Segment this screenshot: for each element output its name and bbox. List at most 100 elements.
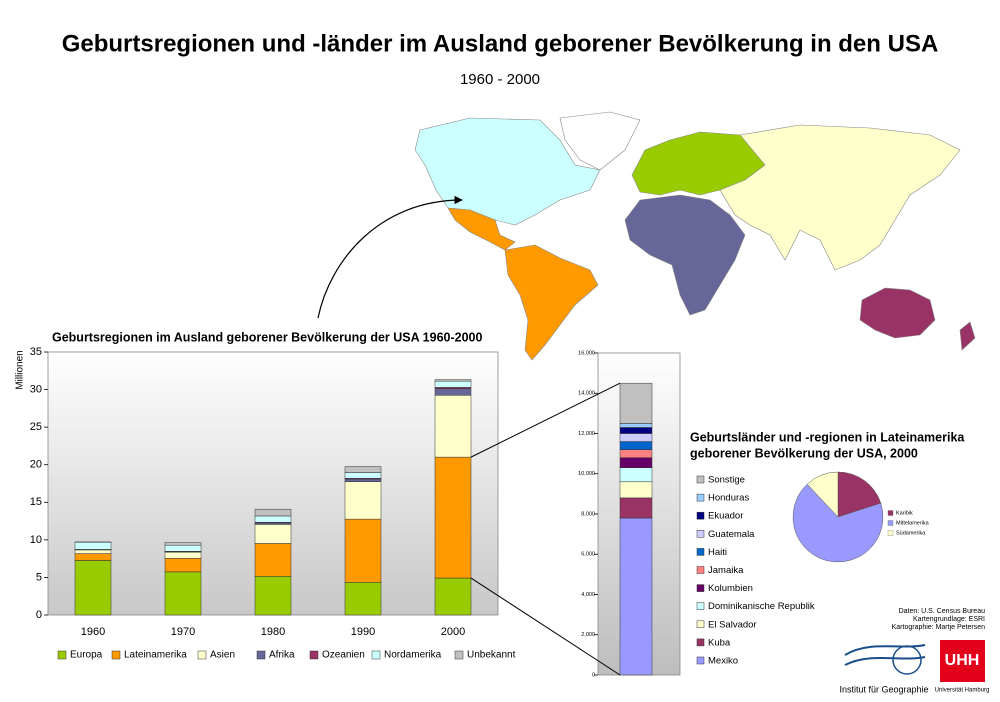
bar-segment <box>74 549 112 554</box>
bar-segment <box>619 457 653 468</box>
y-axis-label: Millionen <box>15 350 26 389</box>
chart-title-line: Geburtsländer und -regionen in Lateiname… <box>690 430 965 444</box>
y-tick-label: 35 <box>30 346 42 358</box>
bar-segment <box>74 553 112 561</box>
bar-segment <box>619 441 653 450</box>
bar-segment <box>344 481 382 520</box>
legend-label: Karibik <box>896 510 913 516</box>
bar-segment <box>254 524 292 544</box>
legend-swatch <box>887 520 894 526</box>
bar-segment <box>344 472 382 479</box>
x-tick-label: 2000 <box>441 626 465 638</box>
pie-slice <box>837 471 882 518</box>
x-tick-label: 1990 <box>351 626 375 638</box>
y-tick-label: 10 <box>30 534 42 546</box>
legend-label: Mittelamerika <box>896 520 930 526</box>
zoom-line <box>470 382 621 458</box>
y-tick-label: 8,000 <box>581 511 595 517</box>
logo-mark: UHH <box>945 652 980 669</box>
legend-label: Lateinamerika <box>124 650 187 661</box>
legend-label: El Salvador <box>708 619 757 630</box>
zoom-line <box>470 577 621 676</box>
legend-swatch <box>197 650 207 660</box>
y-tick-label: 5 <box>36 571 42 583</box>
y-tick-label: 4,000 <box>581 592 595 598</box>
legend-label: Südamerika <box>896 530 926 536</box>
legend-label: Ozeanien <box>322 650 365 661</box>
chart-title: Geburtsregionen im Ausland geborener Bev… <box>52 330 482 344</box>
bar-segment <box>619 517 653 676</box>
legend-label: Unbekannt <box>467 650 516 661</box>
institute-logo: Institut für Geographie <box>839 644 929 694</box>
bar-segment <box>164 544 202 552</box>
y-tick-label: 0 <box>592 672 595 678</box>
institute-name: Institut für Geographie <box>839 684 928 694</box>
legend-label: Jamaika <box>708 565 744 576</box>
bar-segment <box>344 466 382 473</box>
legend-swatch <box>256 650 266 660</box>
legend-label: Europa <box>70 650 103 661</box>
y-tick-label: 10,000 <box>578 471 595 477</box>
greenland <box>559 111 641 171</box>
world-map <box>414 111 976 361</box>
bar-segment <box>164 571 202 616</box>
y-tick-label: 2,000 <box>581 632 595 638</box>
y-tick-label: 25 <box>30 421 42 433</box>
logo-wave <box>844 656 926 666</box>
bar-segment <box>74 560 112 616</box>
bar-segment <box>619 497 653 519</box>
bar-segment <box>619 382 653 424</box>
bar-segment <box>254 508 292 517</box>
legend-swatch <box>696 475 705 484</box>
legend-label: Afrika <box>269 650 295 661</box>
legend-swatch <box>696 602 705 610</box>
legend-label: Mexiko <box>708 656 738 667</box>
page-title: Geburtsregionen und -länder im Ausland g… <box>62 30 939 57</box>
bar-segment <box>434 577 472 616</box>
chart-title-line: geborener Bevölkerung der USA, 2000 <box>690 446 918 460</box>
bar-segment <box>344 478 382 482</box>
legend-swatch <box>696 530 705 538</box>
university-name: Universität Hamburg <box>935 688 990 694</box>
bar-segment <box>619 427 653 434</box>
legend-swatch <box>696 656 705 665</box>
logo-box <box>940 640 985 682</box>
australia <box>859 287 936 339</box>
x-tick-label: 1980 <box>261 626 285 638</box>
y-tick-label: 16,000 <box>578 350 595 356</box>
legend-label: Kolumbien <box>708 583 753 594</box>
x-tick-label: 1970 <box>171 626 195 638</box>
legend-swatch <box>887 530 894 536</box>
y-tick-label: 14,000 <box>578 391 595 397</box>
bar-segment <box>344 518 382 583</box>
logo-globe <box>892 645 922 675</box>
bar-segment <box>344 582 382 616</box>
x-tick-label: 1960 <box>81 626 105 638</box>
map-arrow <box>317 195 463 319</box>
pie-slice <box>792 483 884 563</box>
legend-swatch <box>371 650 381 660</box>
legend-swatch <box>696 548 705 556</box>
bar-segment <box>254 515 292 523</box>
credit: Kartengrundlage: ESRI <box>913 616 985 623</box>
legend-swatch <box>454 650 464 660</box>
bar-segment <box>434 388 472 396</box>
bar-segment <box>619 467 653 483</box>
y-tick-label: 12,000 <box>578 431 595 437</box>
legend-label: Asien <box>210 650 235 661</box>
legend-swatch <box>696 584 705 592</box>
logo-wave <box>844 644 926 656</box>
bar-segment <box>434 380 472 388</box>
legend-label: Ekuador <box>708 511 743 522</box>
legend-swatch <box>696 493 705 502</box>
legend-swatch <box>696 566 705 574</box>
legend-swatch <box>57 650 67 660</box>
legend-swatch <box>111 650 121 660</box>
legend-label: Sonstige <box>708 475 745 486</box>
legend-swatch <box>887 510 894 516</box>
legend-label: Haiti <box>708 547 727 558</box>
bar-segment <box>619 433 653 442</box>
bar-segment <box>74 542 112 550</box>
